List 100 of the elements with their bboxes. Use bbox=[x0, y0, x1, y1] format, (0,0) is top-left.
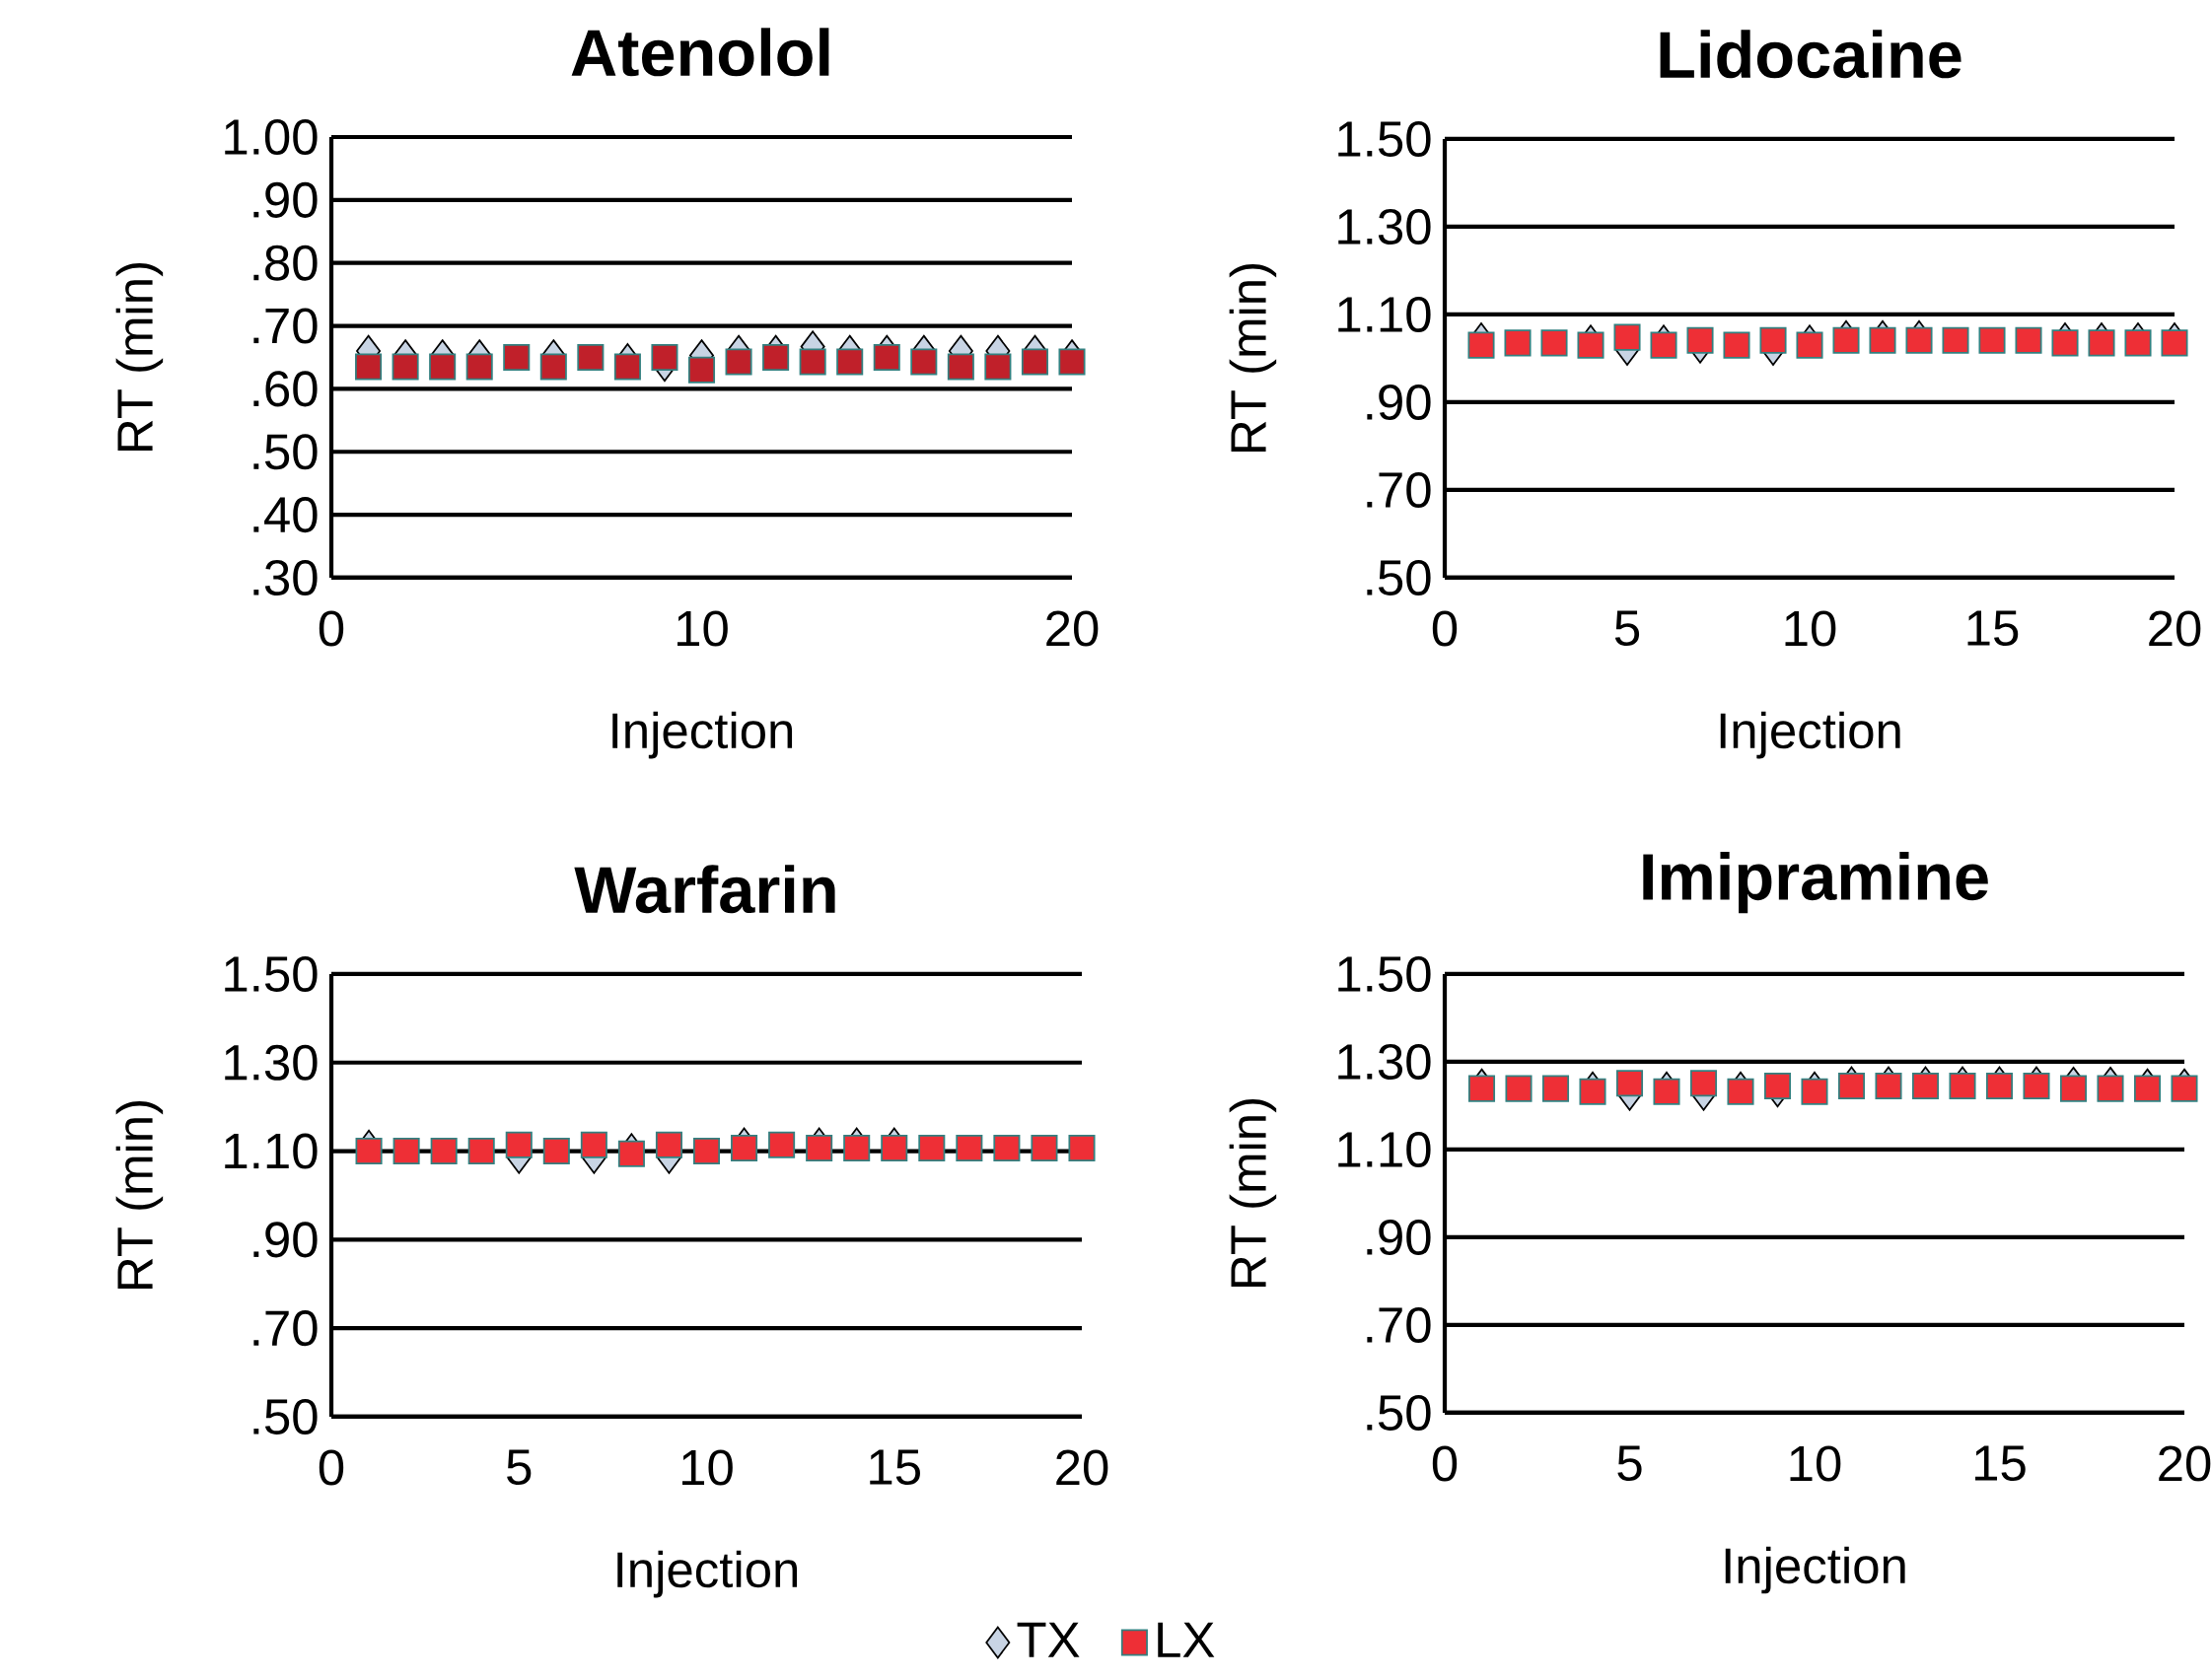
x-axis-title: Injection bbox=[1725, 1546, 1905, 1594]
x-tick-label: 15 bbox=[1967, 610, 2019, 647]
point bbox=[1763, 1072, 1792, 1099]
chart-title: Lidocaine bbox=[1660, 30, 1961, 79]
point bbox=[1801, 1078, 1828, 1105]
x-tick-label: 5 bbox=[507, 1449, 532, 1486]
y-axis-title: RT (min) bbox=[115, 1101, 164, 1289]
point bbox=[1615, 1070, 1644, 1097]
x-tick-label: 0 bbox=[319, 610, 344, 647]
point bbox=[1504, 329, 1532, 357]
point bbox=[1911, 1072, 1940, 1099]
point bbox=[2051, 329, 2079, 357]
x-tick-label: 5 bbox=[1614, 610, 1640, 647]
point bbox=[1832, 326, 1860, 354]
y-tick-label: .80 bbox=[253, 245, 318, 281]
point bbox=[1058, 348, 1086, 376]
y-tick-label: 1.10 bbox=[1338, 296, 1431, 333]
point bbox=[355, 353, 383, 381]
x-tick-label: 5 bbox=[1617, 1445, 1642, 1482]
y-axis-title: RT (min) bbox=[1229, 1099, 1277, 1287]
x-tick-label: 15 bbox=[1975, 1445, 2026, 1482]
point bbox=[2059, 1075, 2088, 1102]
y-tick-label: 1.50 bbox=[225, 955, 318, 993]
point bbox=[392, 353, 419, 381]
y-tick-label: .40 bbox=[253, 497, 318, 533]
point bbox=[2097, 1075, 2124, 1102]
point bbox=[1985, 1072, 2014, 1099]
y-tick-label: .60 bbox=[253, 371, 318, 407]
legend-label: TX bbox=[1017, 1622, 1080, 1657]
y-tick-label: 1.10 bbox=[1338, 1131, 1431, 1168]
point bbox=[2124, 329, 2152, 357]
chart-title: Atenolol bbox=[571, 28, 829, 77]
x-tick-label: 10 bbox=[1790, 1445, 1841, 1482]
point bbox=[1759, 326, 1787, 354]
point bbox=[910, 348, 938, 376]
point bbox=[1577, 331, 1605, 359]
point bbox=[762, 343, 790, 372]
point bbox=[2015, 326, 2042, 354]
x-axis-title: Injection bbox=[1720, 711, 1900, 759]
y-tick-label: .90 bbox=[1367, 384, 1431, 421]
point bbox=[539, 353, 567, 381]
point bbox=[1650, 331, 1677, 359]
point bbox=[1613, 323, 1641, 351]
point bbox=[799, 348, 826, 376]
x-tick-label: 10 bbox=[682, 1449, 733, 1486]
y-tick-label: 1.30 bbox=[225, 1044, 318, 1081]
y-tick-label: .70 bbox=[253, 308, 318, 344]
point bbox=[1689, 1070, 1718, 1097]
point bbox=[1723, 331, 1750, 359]
y-tick-label: 1.30 bbox=[1338, 1043, 1431, 1081]
y-tick-label: 1.50 bbox=[1338, 120, 1431, 158]
x-tick-label: 0 bbox=[1432, 1445, 1458, 1482]
point bbox=[1467, 331, 1495, 359]
point bbox=[687, 356, 716, 384]
y-tick-label: .50 bbox=[253, 1398, 318, 1435]
y-tick-label: 1.30 bbox=[1338, 208, 1431, 245]
y-axis-title: RT (min) bbox=[1229, 264, 1277, 452]
point bbox=[984, 353, 1012, 381]
x-tick-label: 20 bbox=[2159, 1445, 2211, 1482]
point bbox=[2133, 1075, 2162, 1102]
x-tick-label: 20 bbox=[1056, 1449, 1108, 1486]
point bbox=[2171, 1075, 2198, 1102]
point bbox=[651, 343, 678, 372]
point bbox=[1540, 329, 1568, 357]
point bbox=[873, 343, 900, 372]
y-tick-label: .90 bbox=[253, 181, 318, 218]
y-tick-label: .70 bbox=[1367, 471, 1431, 509]
point bbox=[503, 343, 531, 372]
y-tick-label: 1.00 bbox=[225, 118, 318, 156]
point bbox=[2161, 329, 2188, 357]
point bbox=[1905, 326, 1933, 354]
y-tick-label: 1.10 bbox=[225, 1133, 318, 1169]
point bbox=[1686, 326, 1714, 354]
point bbox=[1541, 1075, 1570, 1102]
y-tick-label: .50 bbox=[253, 434, 318, 470]
point bbox=[1727, 1078, 1754, 1105]
point bbox=[1837, 1072, 1866, 1099]
y-tick-label: .70 bbox=[1367, 1306, 1431, 1344]
point bbox=[1875, 1072, 1902, 1099]
x-tick-label: 10 bbox=[678, 610, 728, 647]
point bbox=[613, 353, 641, 381]
x-tick-label: 20 bbox=[2149, 610, 2201, 647]
chart-title: Imipramine bbox=[1643, 852, 1988, 914]
x-tick-label: 0 bbox=[319, 1449, 344, 1486]
point bbox=[1467, 1075, 1496, 1102]
point bbox=[2088, 329, 2115, 357]
x-tick-label: 20 bbox=[1046, 610, 1099, 647]
point bbox=[1869, 326, 1896, 354]
y-tick-label: .30 bbox=[253, 559, 318, 596]
point bbox=[947, 353, 974, 381]
point bbox=[836, 348, 864, 376]
y-tick-label: .50 bbox=[1367, 1394, 1431, 1432]
y-tick-label: 1.50 bbox=[1338, 955, 1431, 993]
x-tick-label: 15 bbox=[870, 1449, 920, 1486]
point bbox=[1796, 331, 1823, 359]
y-tick-label: .70 bbox=[253, 1310, 318, 1347]
y-axis-title: RT (min) bbox=[115, 263, 164, 451]
point bbox=[1978, 326, 2006, 354]
point bbox=[577, 343, 605, 372]
point bbox=[1579, 1078, 1606, 1105]
